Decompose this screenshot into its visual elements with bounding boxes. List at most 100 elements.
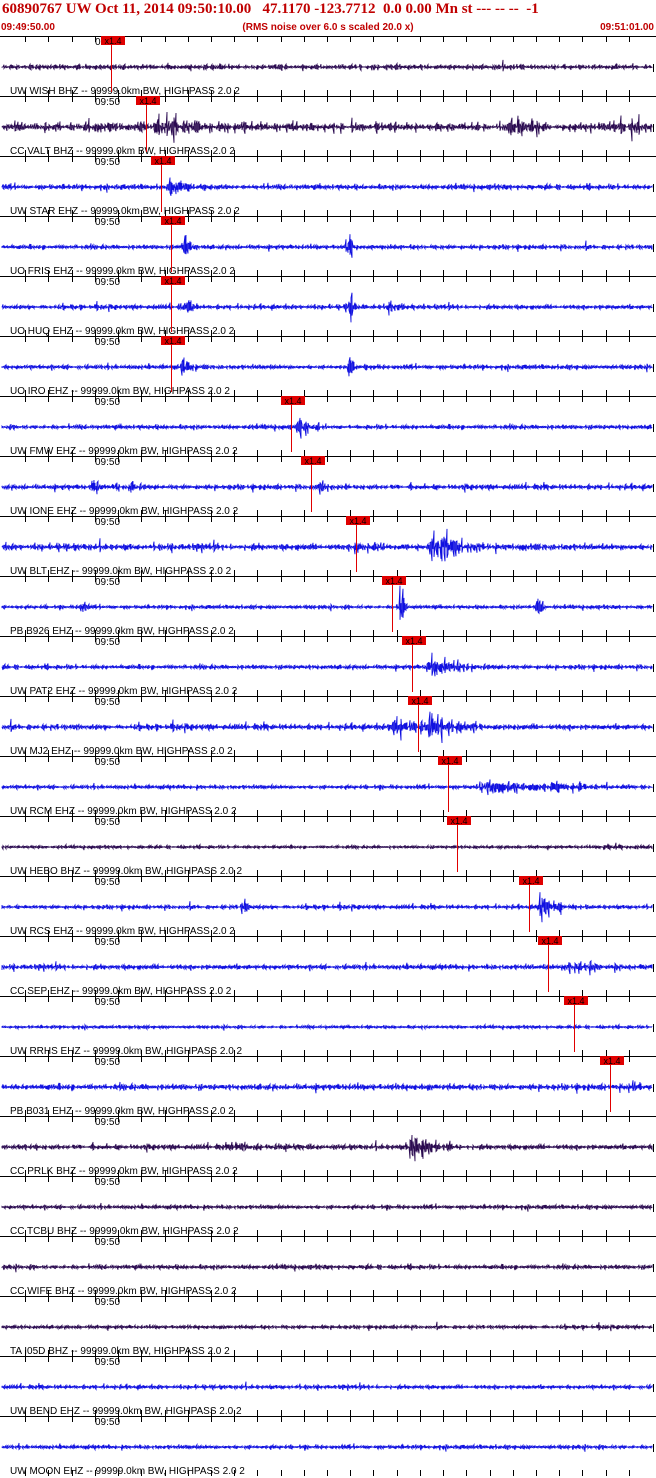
trace-row: 09:50 UW HEBO BHZ -- 99999.0km BW, HIGHPA… [0,816,656,877]
minute-label: 09:50 [95,937,120,948]
pick-marker [447,816,471,825]
minute-label: 09:50 [95,517,120,528]
minute-label: 09:50 [95,1297,120,1308]
waveform [1,59,653,72]
trace-row: 09:50 PB B926 EHZ -- 99999.0km BW, HIGHPA… [0,576,656,637]
station-label: TA I05D BHZ -- 99999.0km BW, HIGHPASS 2.… [10,1346,230,1357]
minute-label: 09:50 [95,577,120,588]
station-label: CC SEP EHZ -- 99999.0km BW, HIGHPASS 2.0… [10,986,232,997]
pick-label: x1.4 [441,756,458,766]
pick-marker [402,636,426,645]
station-label: UW RRHS EHZ -- 99999.0km BW, HIGHPASS 2.… [10,1046,243,1057]
waveform [1,842,653,852]
pick-label: x1.4 [139,96,156,106]
pick-label: x1.4 [541,936,558,946]
minute-label: 09:50 [95,1117,120,1128]
pick-label: x1.4 [104,36,121,46]
trace-row: 09:50 UW FMW EHZ -- 99999.0km BW, HIGHPAS… [0,396,656,457]
waveform [1,1381,653,1392]
station-label: CC VALT BHZ -- 99999.0km BW, HIGHPASS 2.… [10,146,235,157]
station-label: CC PRLK BHZ -- 99999.0km BW, HIGHPASS 2.… [10,1166,238,1177]
minute-label: 09:50 [95,637,120,648]
waveform [1,779,653,796]
station-label: UW RCS EHZ -- 99999.0km BW, HIGHPASS 2.0… [10,926,235,937]
station-label: UW BEND EHZ -- 99999.0km BW, HIGHPASS 2.… [10,1406,242,1417]
trace-row: 09:50 UW RRHS EHZ -- 99999.0km BW, HIGHPA… [0,996,656,1057]
station-label: PB B031 EHZ -- 99999.0km BW, HIGHPASS 2.… [10,1106,234,1117]
trace-row: 09:50 UO HUQ EHZ -- 99999.0km BW, HIGHPAS… [0,276,656,337]
waveform [1,479,653,495]
pick-marker [301,456,325,465]
station-label: UW MOON EHZ -- 99999.0km BW, HIGHPASS 2.… [10,1466,245,1477]
minute-label: 09:50 [95,277,120,288]
trace-row: 09:50 CC SEP EHZ -- 99999.0km BW, HIGHPAS… [0,936,656,997]
minute-label: 09:50 [95,997,120,1008]
minute-label: 09:50 [95,817,120,828]
minute-label: 09:50 [95,697,120,708]
trace-row: 09:50 CC TCBU BHZ -- 99999.0km BW, HIGHPA… [0,1176,656,1237]
pick-marker [346,516,370,525]
pick-label: x1.4 [164,276,181,286]
trace-row: 09:50 UW RCS EHZ -- 99999.0km BW, HIGHPAS… [0,876,656,937]
waveform [1,1134,653,1162]
waveform [1,1080,653,1094]
rms-note: (RMS noise over 6.0 s scaled 20.0 x) [242,22,414,33]
waveform [1,357,653,377]
pick-marker [151,156,175,165]
pick-label: x1.4 [450,816,467,826]
waveform [1,711,653,744]
pick-marker [382,576,406,585]
waveform [1,292,653,323]
pick-marker [408,696,432,705]
station-label: UW BLT EHZ -- 99999.0km BW, HIGHPASS 2.0… [10,566,232,577]
pick-marker [438,756,462,765]
header-bar: 60890767 UW Oct 11, 2014 09:50:10.00 47.… [0,0,656,36]
pick-label: x1.4 [154,156,171,166]
minute-label: 09:50 [95,457,120,468]
station-label: UW FMW EHZ -- 99999.0km BW, HIGHPASS 2.0… [10,446,238,457]
pick-marker [281,396,305,405]
minute-label: 09:50 [95,1237,120,1248]
station-label: CC WIFE BHZ -- 99999.0km BW, HIGHPASS 2.… [10,1286,237,1297]
trace-row: 09:50 UO IRO EHZ -- 99999.0km BW, HIGHPAS… [0,336,656,397]
minute-label: 09:50 [95,1057,120,1068]
trace-row: 09:50 UW STAR EHZ -- 99999.0km BW, HIGHPA… [0,156,656,217]
minute-label: 09:50 [95,757,120,768]
waveform [1,234,653,258]
trace-row: 09:50 UW PAT2 EHZ -- 99999.0km BW, HIGHPA… [0,636,656,697]
waveform [1,652,653,677]
station-label: UO FRIS EHZ -- 99999.0km BW, HIGHPASS 2.… [10,266,235,277]
pick-marker [519,876,543,885]
minute-label: 09:50 [95,1417,120,1428]
station-label: UW STAR EHZ -- 99999.0km BW, HIGHPASS 2.… [10,206,240,217]
station-label: UO HUQ EHZ -- 99999.0km BW, HIGHPASS 2.0… [10,326,235,337]
pick-marker [161,276,185,285]
pick-marker [101,36,125,45]
pick-marker [136,96,160,105]
waveform [1,959,653,976]
pick-marker [161,216,185,225]
waveform [1,111,653,143]
station-label: UW RCM EHZ -- 99999.0km BW, HIGHPASS 2.0… [10,806,237,817]
minute-label: 09:50 [95,97,120,108]
trace-row: 09:50 UW BEND EHZ -- 99999.0km BW, HIGHPA… [0,1356,656,1417]
trace-row: 09:50 TA I05D BHZ -- 99999.0km BW, HIGHPA… [0,1296,656,1357]
waveform [1,585,653,620]
station-label: UW PAT2 EHZ -- 99999.0km BW, HIGHPASS 2.… [10,686,238,697]
trace-row: 09:50 UW IONE EHZ -- 99999.0km BW, HIGHPA… [0,456,656,517]
pick-label: x1.4 [349,516,366,526]
station-label: UW WISH BHZ -- 99999.0km BW, HIGHPASS 2.… [10,86,240,97]
station-label: CC TCBU BHZ -- 99999.0km BW, HIGHPASS 2.… [10,1226,239,1237]
waveform [1,417,653,439]
waveform [1,892,653,923]
minute-label: 09:50 [95,157,120,168]
trace-row: 09:50 CC WIFE BHZ -- 99999.0km BW, HIGHPA… [0,1236,656,1297]
trace-row: 09:50 UW RCM EHZ -- 99999.0km BW, HIGHPAS… [0,756,656,817]
waveform [1,1022,653,1031]
waveform [1,1442,653,1452]
station-label: UW MJ2 EHZ -- 99999.0km BW, HIGHPASS 2.0… [10,746,233,757]
waveform [1,528,653,562]
minute-label: 09:50 [95,397,120,408]
pick-label: x1.4 [405,636,422,646]
station-label: PB B926 EHZ -- 99999.0km BW, HIGHPASS 2.… [10,626,234,637]
